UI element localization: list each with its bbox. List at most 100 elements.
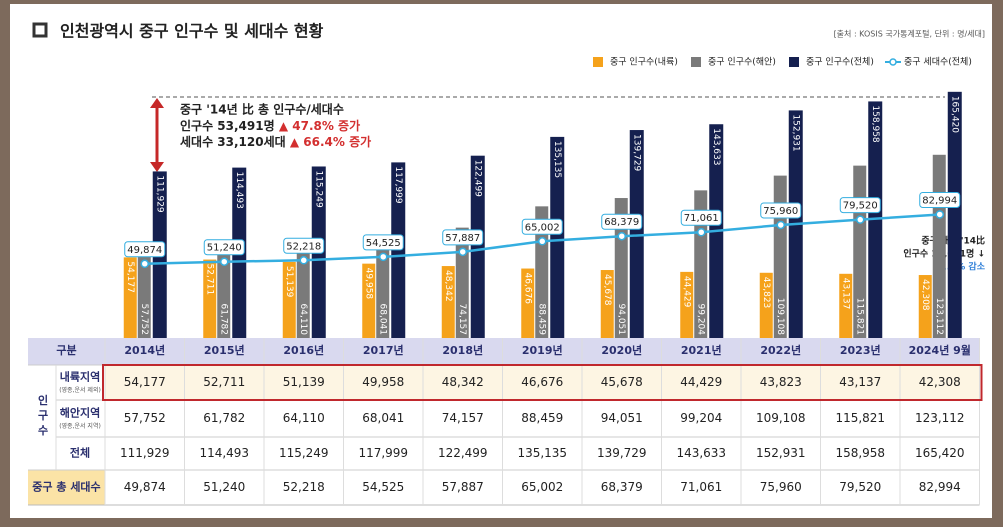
line-point — [140, 259, 149, 269]
table-header: 2020년 — [601, 343, 642, 357]
chart-title: 인천광역시 중구 인구수 및 세대수 현황 — [60, 22, 324, 41]
line-point — [458, 247, 467, 257]
bar — [947, 91, 962, 338]
table-cell: 54,177 — [124, 375, 166, 389]
bar — [521, 268, 535, 338]
table-row-outline — [102, 364, 983, 401]
bar-value-label: 114,493 — [234, 172, 244, 209]
table-row-label: 해안지역 — [60, 406, 100, 420]
table-group-label: 인구수 — [36, 393, 49, 439]
table-cell: 48,342 — [442, 375, 484, 389]
line-value-label: 54,525 — [366, 238, 401, 249]
bar-value-label: 43,137 — [840, 278, 850, 310]
table-cell: 42,308 — [919, 375, 961, 389]
table-cell: 114,493 — [199, 446, 249, 460]
table-cell: 135,135 — [517, 446, 567, 460]
bar-value-label: 61,782 — [218, 304, 228, 336]
table-header: 2014년 — [124, 343, 165, 357]
table-cell: 115,821 — [835, 411, 885, 425]
bar-value-label: 139,729 — [631, 134, 641, 171]
bar-value-label: 109,108 — [775, 298, 785, 335]
table-header: 구분 — [56, 344, 76, 357]
line-point — [379, 252, 388, 262]
table-label-bg — [28, 470, 105, 505]
table-cell: 82,994 — [919, 480, 961, 494]
table-cell: 111,929 — [120, 446, 170, 460]
bar-value-label: 143,633 — [711, 128, 721, 165]
table-cell: 152,931 — [756, 446, 806, 460]
bar-value-label: 135,135 — [552, 141, 562, 178]
table-header: 2024년 9월 — [909, 343, 971, 357]
bar-value-label: 99,204 — [695, 304, 705, 336]
legend-label: 중구 인구수(해안) — [708, 57, 776, 68]
value-box — [362, 234, 404, 251]
line-point — [697, 227, 706, 237]
table-cell: 57,752 — [124, 411, 166, 425]
annotation: 중구 '14년 比 총 인구수/세대수 — [180, 102, 344, 117]
legend-swatch — [889, 58, 897, 66]
line-point — [538, 237, 547, 246]
bar-value-label: 52,711 — [204, 264, 214, 296]
line-value-label: 71,061 — [684, 213, 719, 224]
bar-value-label: 43,823 — [761, 277, 771, 309]
table-cell: 117,999 — [358, 446, 408, 460]
bar — [918, 275, 932, 338]
bar — [362, 263, 376, 338]
bar-value-label: 45,678 — [602, 274, 612, 306]
bar-value-label: 68,041 — [377, 304, 387, 336]
table-header: 2023년 — [840, 343, 881, 357]
legend-label: 중구 인구수(내륙) — [610, 57, 678, 68]
table-cell: 54,525 — [362, 480, 404, 494]
bar-value-label: 123,112 — [934, 298, 944, 335]
table-cell: 122,499 — [438, 446, 488, 460]
line-value-label: 79,520 — [843, 201, 878, 212]
bar — [455, 227, 469, 338]
legend-swatch — [593, 57, 603, 67]
bar-value-label: 74,157 — [457, 304, 467, 336]
legend-label: 중구 인구수(전체) — [806, 57, 874, 68]
line-point — [856, 215, 865, 224]
table-cell: 45,678 — [601, 375, 643, 389]
table-cell: 51,240 — [203, 480, 245, 494]
table-row-label: 내륙지역 — [60, 370, 100, 384]
value-box — [601, 213, 643, 230]
bar — [550, 136, 565, 338]
bar-value-label: 57,752 — [139, 304, 149, 336]
table-header: 2019년 — [522, 343, 563, 357]
table-cell: 46,676 — [521, 375, 563, 389]
table-cell: 52,218 — [283, 480, 325, 494]
legend-swatch — [691, 57, 701, 67]
table-cell: 68,041 — [362, 411, 404, 425]
line-value-label: 82,994 — [922, 195, 957, 206]
table-row-note: (영종,운서 제외) — [59, 386, 101, 394]
bar-value-label: 111,929 — [154, 175, 164, 212]
legend-swatch — [789, 57, 799, 67]
bar — [137, 252, 151, 338]
table-cell: 99,204 — [680, 411, 722, 425]
bar-value-label: 158,958 — [870, 105, 880, 142]
annotation: 인구수 53,491명 ▲ 47.8% 증가 — [180, 118, 360, 133]
table-cell: 71,061 — [680, 480, 722, 494]
bar-value-label: 152,931 — [790, 114, 800, 151]
bar-value-label: 51,139 — [284, 266, 294, 298]
table-cell: 49,874 — [124, 480, 166, 494]
line-value-label: 49,874 — [127, 245, 162, 256]
bar — [629, 130, 644, 338]
table-cell: 94,051 — [601, 411, 643, 425]
title-icon — [32, 22, 48, 38]
bar — [694, 190, 708, 338]
line-value-label: 57,887 — [445, 233, 480, 244]
value-box — [760, 202, 802, 219]
bar — [680, 271, 694, 338]
bar — [839, 273, 853, 338]
value-box — [919, 191, 961, 208]
card — [10, 4, 992, 518]
table-cell: 44,429 — [680, 375, 722, 389]
value-box — [680, 209, 722, 226]
line-point — [776, 220, 785, 230]
table-cell: 139,729 — [597, 446, 647, 460]
table-header-bg — [28, 338, 980, 365]
line-point — [220, 257, 229, 266]
value-box — [839, 197, 881, 214]
bar-value-label: 48,342 — [443, 270, 453, 302]
